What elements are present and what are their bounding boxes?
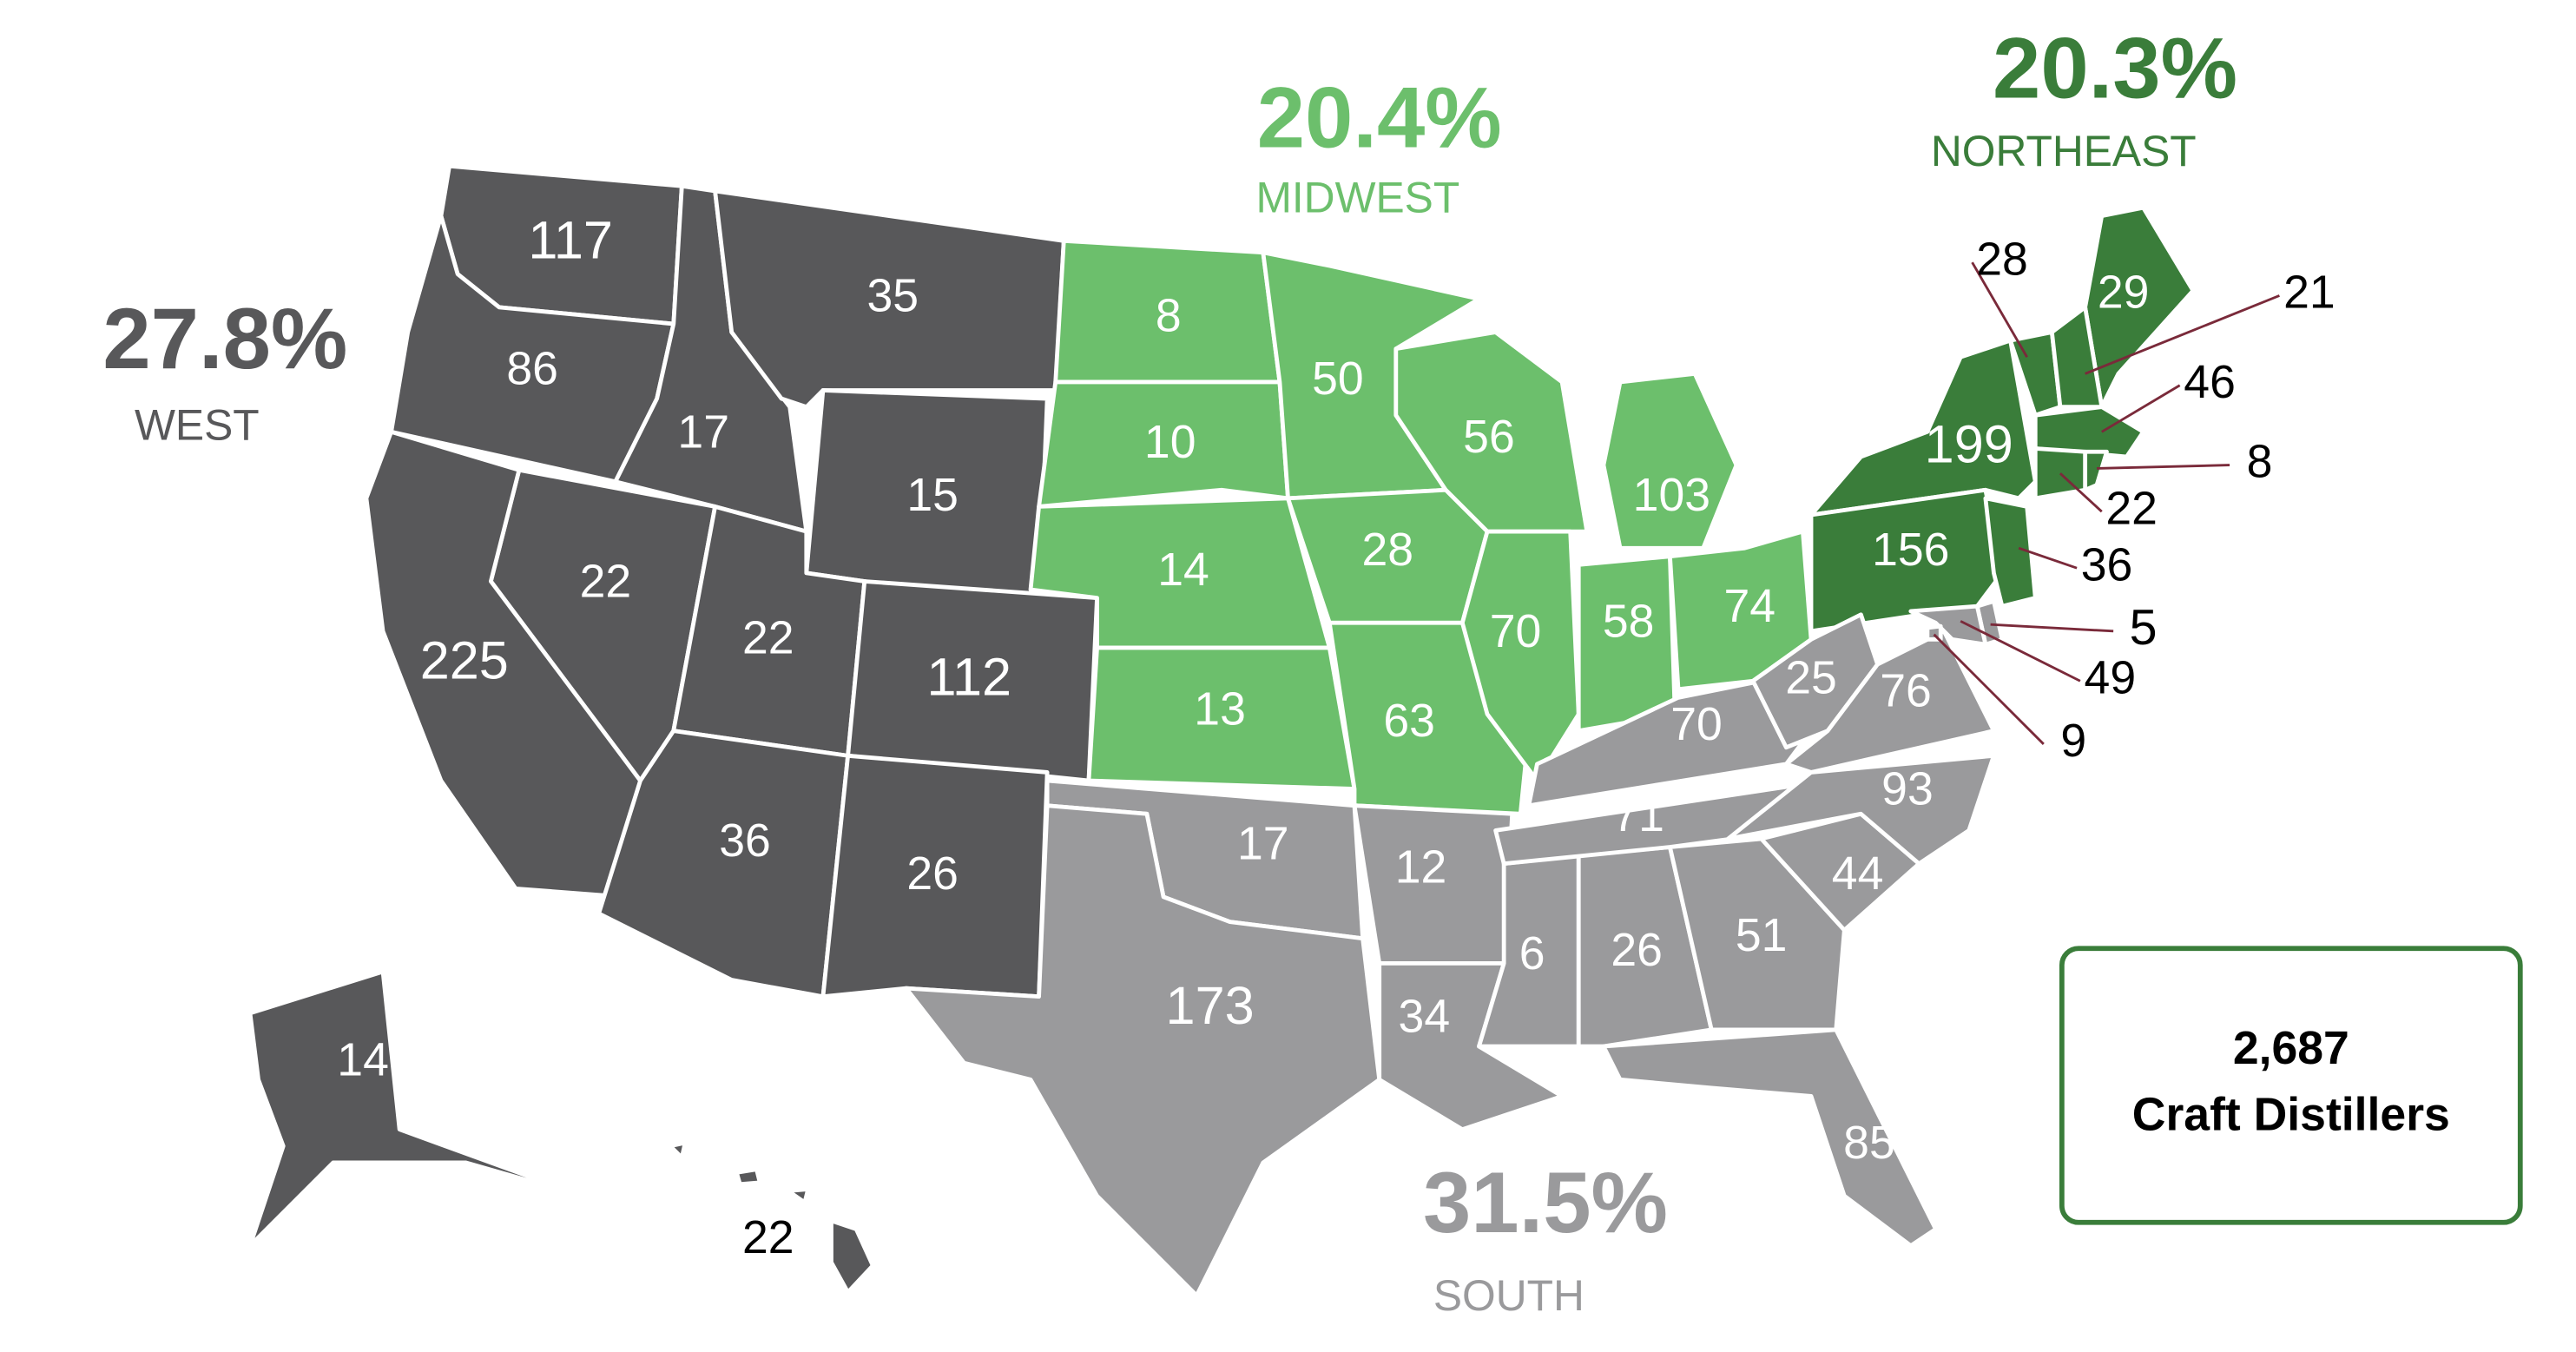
state-count: 58 xyxy=(1603,596,1655,647)
state-count: 26 xyxy=(1611,925,1663,976)
state xyxy=(786,1187,811,1205)
state xyxy=(1725,753,1996,867)
state xyxy=(1601,371,1739,551)
state xyxy=(247,969,584,1248)
state-count: 93 xyxy=(1881,764,1934,815)
state xyxy=(2032,405,2145,459)
state-count: 8 xyxy=(1156,290,1182,341)
state-count: 225 xyxy=(420,630,509,689)
region-name: NORTHEAST xyxy=(1931,127,2197,175)
state-count: 8 xyxy=(2247,437,2273,488)
state-count: 156 xyxy=(1872,524,1949,576)
state-count: 36 xyxy=(719,815,771,867)
state-count: 5 xyxy=(2130,600,2158,656)
state xyxy=(735,1167,762,1187)
leader-line xyxy=(1960,620,2081,683)
state xyxy=(1601,1027,1938,1248)
total-label: Craft Distillers xyxy=(2132,1089,2450,1140)
state-count: 112 xyxy=(926,647,1011,706)
state-count: 22 xyxy=(2105,483,2158,534)
region-name: MIDWEST xyxy=(1255,174,1459,222)
state-count: 28 xyxy=(1976,234,2028,285)
state xyxy=(1983,496,2038,609)
state xyxy=(2083,449,2109,492)
state-count: 25 xyxy=(1785,652,1837,703)
leader-line xyxy=(2018,546,2078,570)
region-share: 27.8% xyxy=(102,291,347,387)
leader-line xyxy=(1971,261,2028,358)
leader-line xyxy=(2096,464,2230,470)
state xyxy=(364,429,642,900)
state-count: 6 xyxy=(1519,928,1545,979)
state-count: 28 xyxy=(1361,524,1413,576)
region-name: WEST xyxy=(135,401,260,450)
state-count: 22 xyxy=(742,612,794,663)
total-count: 2,687 xyxy=(2233,1023,2349,1074)
region-name: SOUTH xyxy=(1433,1271,1584,1320)
state-count: 14 xyxy=(1157,544,1209,596)
state-count: 173 xyxy=(1166,976,1255,1035)
leader-line xyxy=(2101,384,2181,433)
state xyxy=(1668,836,1847,1032)
state-count: 26 xyxy=(906,848,959,900)
state xyxy=(1037,379,1290,509)
state-count: 21 xyxy=(2283,267,2336,319)
leader-line xyxy=(2085,294,2280,375)
state-count: 35 xyxy=(866,270,919,321)
state-count: 70 xyxy=(1670,699,1723,750)
state-count: 85 xyxy=(1843,1118,1895,1169)
state-count: 117 xyxy=(528,210,613,269)
state-count: 36 xyxy=(2081,539,2133,590)
region-share: 20.4% xyxy=(1257,70,1502,167)
state-count: 22 xyxy=(580,556,632,607)
state-count: 56 xyxy=(1463,412,1515,463)
state-count: 76 xyxy=(1880,666,1932,717)
state-count: 29 xyxy=(2098,267,2150,319)
state-count: 86 xyxy=(506,344,558,395)
state-count: 74 xyxy=(1723,581,1776,632)
state-count: 51 xyxy=(1736,910,1788,961)
state xyxy=(904,803,1382,1298)
state-count: 22 xyxy=(742,1212,794,1263)
state-count: 46 xyxy=(2184,357,2236,408)
state-count: 49 xyxy=(2085,652,2137,703)
state-count: 17 xyxy=(1237,819,1289,870)
state-count: 13 xyxy=(1194,684,1246,735)
leader-line xyxy=(2059,472,2103,513)
state xyxy=(829,1218,875,1295)
state xyxy=(668,1140,688,1160)
state-count: 14 xyxy=(337,1034,389,1085)
state-count: 71 xyxy=(1612,790,1664,841)
state-count: 199 xyxy=(1925,415,2013,474)
leader-line xyxy=(1933,633,2045,745)
state-count: 17 xyxy=(677,406,729,458)
state xyxy=(1908,603,1988,647)
state-count: 15 xyxy=(906,470,959,521)
region-share: 20.3% xyxy=(1993,20,2237,116)
state-count: 63 xyxy=(1383,696,1435,747)
state-count: 9 xyxy=(2060,716,2086,767)
region-share: 31.5% xyxy=(1423,1155,1668,1251)
state-count: 12 xyxy=(1395,841,1447,893)
leader-line xyxy=(1990,623,2114,633)
total-box xyxy=(2059,946,2523,1225)
state-count: 34 xyxy=(1399,992,1451,1043)
state-count: 10 xyxy=(1144,417,1196,468)
state-count: 103 xyxy=(1633,470,1710,521)
state-count: 70 xyxy=(1490,606,1542,657)
state xyxy=(1808,487,2005,634)
state-count: 44 xyxy=(1832,848,1884,900)
state-count: 50 xyxy=(1312,353,1364,405)
